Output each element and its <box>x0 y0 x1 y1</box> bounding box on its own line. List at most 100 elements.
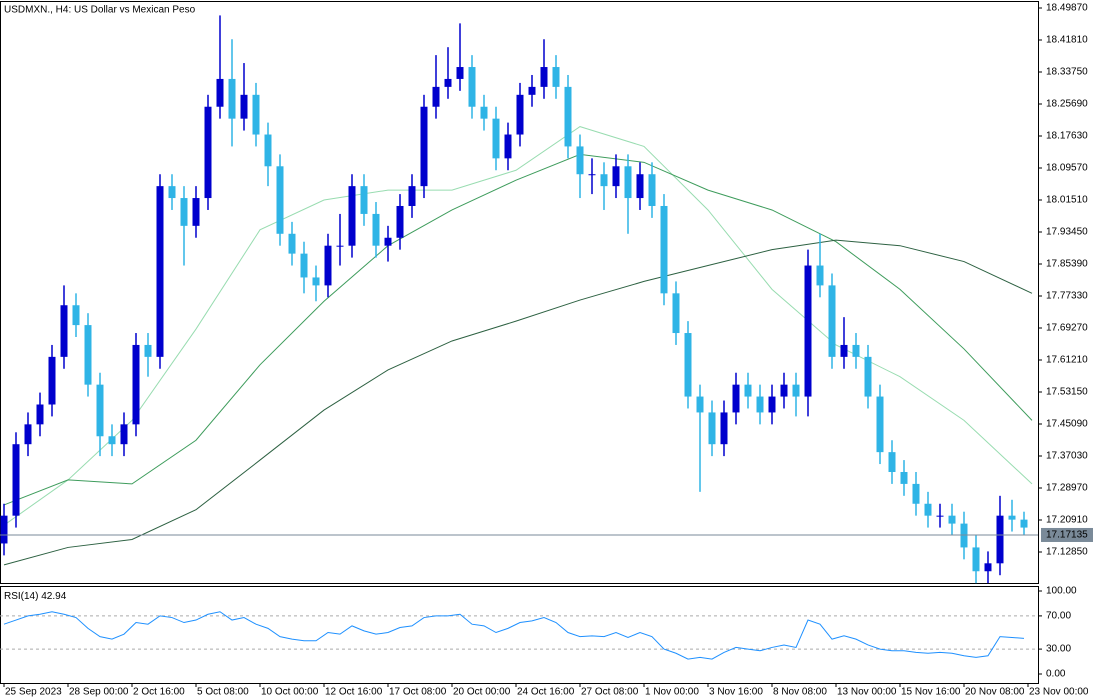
candle-body <box>288 233 296 254</box>
y-tick-label: 18.33750 <box>1046 67 1088 78</box>
candle-body <box>300 253 308 278</box>
candle-body <box>780 384 788 397</box>
candle-body <box>636 174 644 199</box>
rsi-name: RSI(14) <box>4 591 38 602</box>
candle-body <box>984 563 992 572</box>
candle-body <box>732 384 740 413</box>
x-tick-label: 10 Oct 00:00 <box>261 687 319 698</box>
candle-body <box>996 515 1004 564</box>
y-tick-label: 18.01510 <box>1046 195 1088 206</box>
candle-body <box>600 174 608 187</box>
x-tick-label: 28 Sep 00:00 <box>69 687 129 698</box>
x-tick-label: 24 Oct 16:00 <box>517 687 575 698</box>
candle-body <box>216 78 224 107</box>
candle-body <box>816 265 824 286</box>
candle-body <box>936 515 944 517</box>
candle-body <box>792 384 800 397</box>
candle-body <box>84 325 92 385</box>
candle-body <box>336 245 344 247</box>
candle-body <box>972 547 980 572</box>
y-tick-label: 17.85390 <box>1046 259 1088 270</box>
candle-body <box>576 146 584 175</box>
candle-body <box>672 293 680 334</box>
candle-body <box>1008 515 1016 520</box>
chart-title: USDMXN., H4: US Dollar vs Mexican Peso <box>4 5 196 16</box>
candle-body <box>948 515 956 524</box>
candle-body <box>756 396 764 413</box>
candle-body <box>96 384 104 437</box>
candle-body <box>516 94 524 135</box>
candle-body <box>120 424 128 445</box>
x-tick-label: 17 Oct 08:00 <box>389 687 447 698</box>
candle-body <box>108 436 116 445</box>
x-tick-label: 12 Oct 16:00 <box>325 687 383 698</box>
candle-body <box>624 166 632 199</box>
candle-body <box>540 67 548 87</box>
y-tick-label: 17.45090 <box>1046 419 1088 430</box>
candle-body <box>348 186 356 246</box>
candle-body <box>912 483 920 504</box>
x-tick-label: 13 Nov 00:00 <box>837 687 897 698</box>
candle-body <box>48 356 56 405</box>
candle-body <box>888 452 896 472</box>
x-tick-label: 5 Oct 08:00 <box>197 687 249 698</box>
candle-body <box>12 444 20 516</box>
last-price-box <box>1041 527 1093 542</box>
candle-body <box>876 396 884 453</box>
candle-body <box>180 198 188 226</box>
candle-body <box>420 106 428 187</box>
main-panel-frame <box>0 1 1039 584</box>
y-tick-label: 17.77330 <box>1046 291 1088 302</box>
candle-body <box>228 78 236 119</box>
rsi-panel-frame <box>0 586 1039 684</box>
moving-average <box>3 239 1033 566</box>
candle-body <box>444 78 452 87</box>
y-tick-label: 18.17630 <box>1046 131 1088 142</box>
candle-body <box>360 186 368 214</box>
x-tick-label: 8 Nov 08:00 <box>773 687 827 698</box>
y-tick-label: 17.20910 <box>1046 515 1088 526</box>
y-tick-label: 17.93450 <box>1046 227 1088 238</box>
candle-body <box>564 86 572 147</box>
candle-body <box>852 344 860 357</box>
candle-body <box>204 106 212 199</box>
candle-body <box>528 86 536 95</box>
candle-body <box>168 186 176 199</box>
candle-body <box>72 305 80 326</box>
candle-body <box>264 134 272 167</box>
y-tick-label: 17.69270 <box>1046 323 1088 334</box>
candle-body <box>588 174 596 176</box>
candle-body <box>840 344 848 357</box>
candle-body <box>900 471 908 484</box>
candle-body <box>960 523 968 548</box>
y-tick-label: 17.61210 <box>1046 355 1088 366</box>
candle-body <box>252 94 260 135</box>
candle-body <box>804 265 812 397</box>
candle-body <box>828 285 836 357</box>
y-tick-label: 17.12850 <box>1046 547 1088 558</box>
y-tick-label: 18.49870 <box>1046 3 1088 14</box>
candle-body <box>240 94 248 119</box>
x-tick-label: 20 Oct 00:00 <box>453 687 511 698</box>
candle-body <box>744 384 752 397</box>
moving-average <box>3 153 1033 506</box>
last-price-label: 17.17135 <box>1046 530 1088 541</box>
candle-body <box>132 344 140 425</box>
y-tick-label: 17.37030 <box>1046 451 1088 462</box>
y-tick-label: 17.28970 <box>1046 483 1088 494</box>
y-tick-label: 18.41810 <box>1046 35 1088 46</box>
y-tick-label: 17.53150 <box>1046 387 1088 398</box>
candle-body <box>864 356 872 397</box>
candle-body <box>924 503 932 516</box>
candle-body <box>708 412 716 445</box>
candle-body <box>384 237 392 246</box>
candle-body <box>60 305 68 357</box>
x-tick-label: 23 Nov 00:00 <box>1029 687 1089 698</box>
candle-body <box>192 198 200 226</box>
x-tick-label: 25 Sep 2023 <box>5 687 62 698</box>
candle-body <box>648 174 656 206</box>
candle-body <box>432 86 440 107</box>
candle-body <box>276 166 284 234</box>
